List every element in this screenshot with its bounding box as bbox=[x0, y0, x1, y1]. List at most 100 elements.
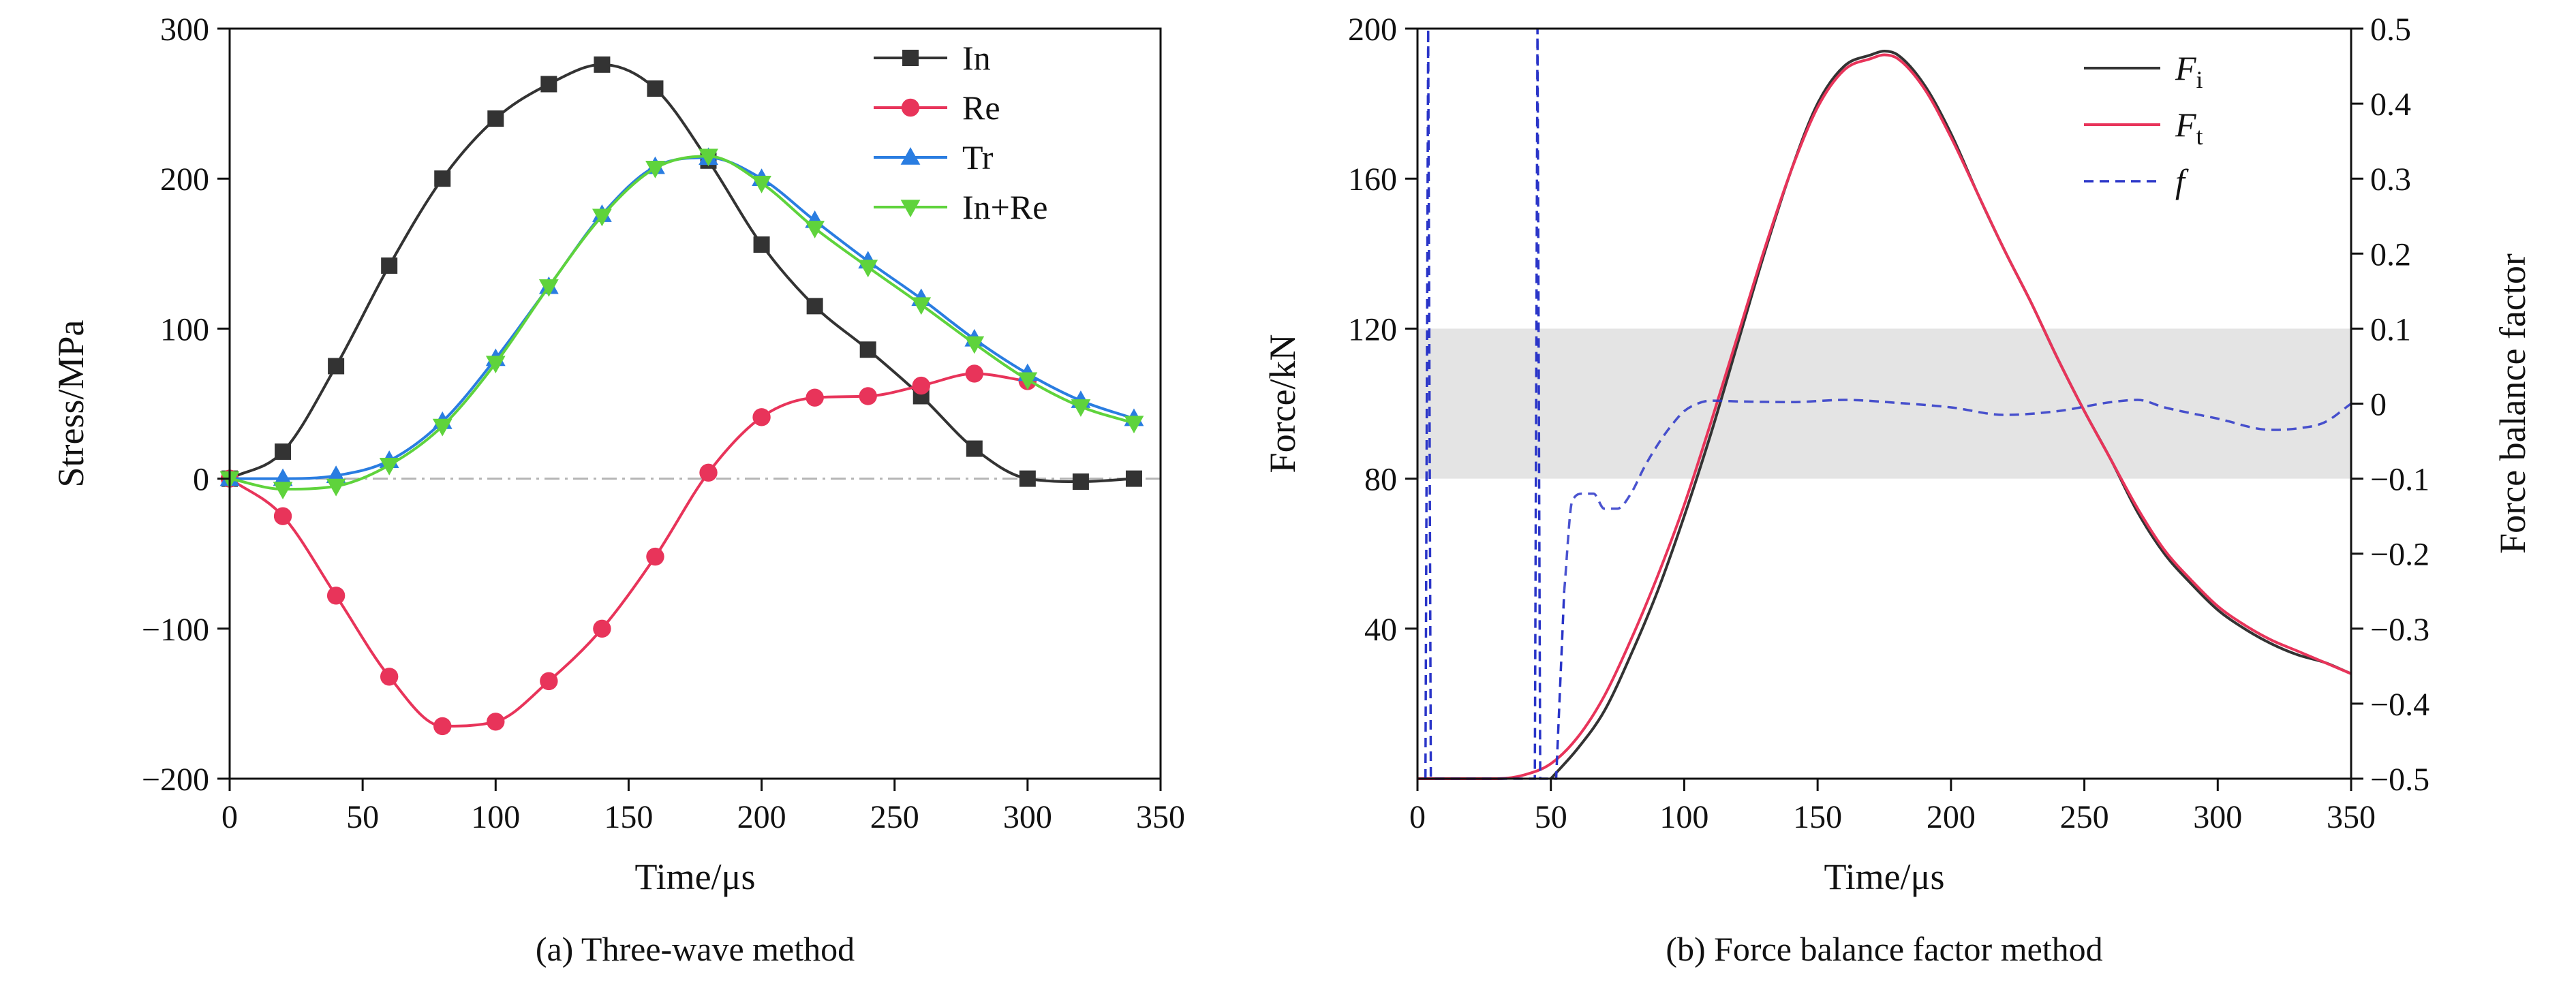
panel-b-right-y-ticks: −0.5 −0.4 −0.3 −0.2 −0.1 0 0.1 0.2 0.3 0.4 0.5 bbox=[2351, 12, 2429, 798]
data-point-In+Re bbox=[1017, 372, 1038, 390]
data-point-In+Re bbox=[592, 208, 612, 227]
legend-label-f: f bbox=[2175, 162, 2189, 200]
data-point-In bbox=[487, 110, 504, 127]
panel-b-x-ticks: 0 50 100 150 200 250 300 350 bbox=[1409, 779, 2376, 835]
panel-a-x-ticks: 0 50 100 150 200 250 300 350 bbox=[221, 779, 1185, 835]
data-point-Re bbox=[487, 713, 505, 731]
data-point-In bbox=[966, 440, 983, 457]
legend-marker-In+Re bbox=[900, 200, 921, 217]
y2-tick-label: −0.5 bbox=[2370, 762, 2429, 798]
x-tick-label: 100 bbox=[1659, 799, 1708, 835]
panel-b-left-y-ticks: 40 80 120 160 200 bbox=[1348, 12, 1417, 648]
x-tick-label: 100 bbox=[471, 799, 520, 835]
data-point-In+Re bbox=[273, 482, 293, 500]
data-point-In+Re bbox=[964, 336, 985, 354]
balance-tolerance-band bbox=[1417, 328, 2351, 479]
panel-b-x-axis-label: Time/μs bbox=[1824, 856, 1944, 897]
panel-a-legend: In Re Tr In+Re bbox=[874, 39, 1047, 226]
y2-tick-label: −0.4 bbox=[2370, 687, 2429, 723]
y-tick-label: 120 bbox=[1348, 311, 1397, 347]
x-tick-label: 0 bbox=[221, 799, 238, 835]
y2-tick-label: 0.2 bbox=[2370, 236, 2411, 272]
data-point-In+Re bbox=[1124, 416, 1144, 434]
data-point-In bbox=[1125, 470, 1142, 487]
data-point-In bbox=[328, 358, 345, 375]
x-tick-label: 300 bbox=[2193, 799, 2242, 835]
legend-label-subscript: t bbox=[2196, 123, 2203, 150]
x-tick-label: 150 bbox=[604, 799, 653, 835]
data-point-In bbox=[647, 80, 664, 97]
data-point-Tr bbox=[326, 465, 346, 483]
data-point-Re bbox=[273, 507, 292, 525]
legend-marker-In bbox=[902, 50, 919, 66]
x-tick-label: 200 bbox=[1927, 799, 1976, 835]
panel-b-y-axis-label: Force/kN bbox=[1262, 334, 1303, 473]
x-tick-label: 0 bbox=[1409, 799, 1426, 835]
data-point-Re bbox=[859, 387, 877, 405]
legend-marker-Re bbox=[901, 98, 920, 117]
series-line-Ft bbox=[1417, 53, 2352, 780]
legend-label-In+Re: In+Re bbox=[962, 188, 1047, 226]
data-point-Tr bbox=[273, 468, 293, 486]
x-tick-label: 200 bbox=[737, 799, 786, 835]
panel-b-curves bbox=[1417, 28, 2352, 780]
data-point-In+Re bbox=[699, 149, 718, 167]
legend-label-Re: Re bbox=[962, 89, 1000, 127]
series-line-Re bbox=[228, 372, 1028, 728]
data-point-In+Re bbox=[1071, 399, 1091, 417]
y-tick-label: 300 bbox=[160, 12, 209, 48]
data-point-Re bbox=[699, 463, 718, 482]
legend-label-subscript: i bbox=[2196, 66, 2203, 93]
data-point-In bbox=[540, 76, 557, 93]
panel-a-plot-frame bbox=[228, 27, 1162, 780]
data-point-In+Re bbox=[645, 160, 665, 178]
series-line-f bbox=[1563, 399, 2352, 591]
panel-b-caption: (b) Force balance factor method bbox=[1666, 930, 2102, 968]
y2-tick-label: −0.3 bbox=[2370, 612, 2429, 648]
data-point-In bbox=[806, 298, 823, 315]
data-point-Re bbox=[646, 547, 664, 566]
y2-tick-label: 0.1 bbox=[2370, 311, 2411, 347]
y-tick-label: −100 bbox=[142, 612, 209, 648]
panel-a-three-wave: 0 50 100 150 200 250 300 350 −200 −100 0 100 200 300… bbox=[50, 12, 1185, 968]
data-point-Re bbox=[593, 619, 611, 638]
legend-marker-Tr bbox=[900, 147, 921, 165]
x-tick-label: 250 bbox=[870, 799, 919, 835]
data-point-Re bbox=[752, 408, 771, 426]
data-point-In bbox=[434, 170, 451, 187]
data-point-In+Re bbox=[326, 478, 346, 497]
series-line-Fi bbox=[1550, 49, 2352, 780]
panel-b-force-balance: 0 50 100 150 200 250 300 350 40 80 120 160 200 −0.5… bbox=[1262, 12, 2533, 968]
data-point-Re bbox=[912, 376, 930, 395]
data-point-In bbox=[1019, 470, 1036, 487]
series-line-In bbox=[229, 63, 1135, 484]
data-point-In+Re bbox=[432, 418, 453, 437]
x-tick-label: 250 bbox=[2060, 799, 2109, 835]
panel-a-caption: (a) Three-wave method bbox=[536, 930, 855, 968]
data-point-In+Re bbox=[485, 356, 506, 374]
data-point-In bbox=[381, 257, 398, 274]
panel-b-right-y-axis-label: Force balance factor bbox=[2492, 253, 2533, 554]
series-line-f-spikes bbox=[1424, 28, 1566, 780]
y-tick-label: 200 bbox=[160, 161, 209, 198]
y2-tick-label: 0 bbox=[2370, 387, 2387, 423]
data-point-Re bbox=[965, 364, 984, 383]
x-tick-label: 50 bbox=[346, 799, 379, 835]
panel-a-curves bbox=[219, 56, 1144, 736]
data-point-Re bbox=[806, 388, 824, 407]
data-point-In+Re bbox=[752, 176, 771, 193]
y2-tick-label: 0.5 bbox=[2370, 12, 2411, 48]
panel-a-y-ticks: −200 −100 0 100 200 300 bbox=[142, 12, 230, 798]
panel-b-legend: Fi Ft f bbox=[2084, 49, 2203, 200]
panel-a-x-axis-label: Time/μs bbox=[634, 856, 755, 897]
y-tick-label: 100 bbox=[160, 311, 209, 347]
y2-tick-label: 0.4 bbox=[2370, 87, 2411, 123]
y-tick-label: 160 bbox=[1348, 161, 1397, 198]
data-point-In+Re bbox=[805, 221, 825, 238]
x-tick-label: 350 bbox=[2327, 799, 2376, 835]
y2-tick-label: −0.1 bbox=[2370, 462, 2429, 498]
y-tick-label: 80 bbox=[1364, 462, 1397, 498]
data-point-Re bbox=[326, 587, 346, 605]
y2-tick-label: −0.2 bbox=[2370, 537, 2429, 573]
